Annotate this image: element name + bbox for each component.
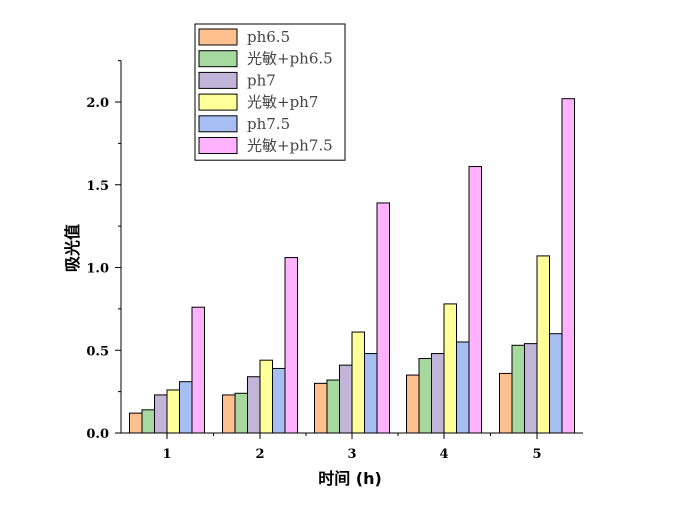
legend-swatch — [198, 28, 238, 46]
legend-swatch — [198, 50, 238, 68]
bar-4-cat-4 — [443, 303, 457, 434]
x-tick-label: 4 — [439, 447, 448, 462]
y-tick-label: 0.5 — [86, 344, 109, 359]
bar-6-cat-4 — [468, 166, 482, 434]
legend-label: ph7.5 — [247, 115, 290, 133]
bar-1-cat-1 — [129, 412, 143, 434]
legend-swatch — [198, 93, 238, 111]
bar-2-cat-2 — [234, 392, 248, 434]
x-tick-label: 1 — [162, 447, 171, 462]
bar-4-cat-1 — [166, 389, 180, 434]
legend-swatch — [198, 71, 238, 89]
x-tick-label: 5 — [532, 447, 541, 462]
x-axis-title: 时间 (h) — [318, 469, 382, 488]
bar-2-cat-1 — [141, 409, 155, 434]
legend-label: 光敏+ph6.5 — [247, 50, 333, 68]
bar-2-cat-3 — [326, 379, 340, 434]
y-tick-label: 0.0 — [86, 427, 109, 442]
bar-3-cat-2 — [247, 376, 261, 434]
bar-4-cat-5 — [536, 255, 550, 434]
bar-1-cat-5 — [499, 372, 513, 434]
legend-label: 光敏+ph7.5 — [247, 137, 333, 155]
legend-label: 光敏+ph7 — [247, 93, 318, 111]
bar-6-cat-1 — [191, 306, 205, 434]
x-tick-label: 3 — [347, 447, 356, 462]
bar-2-cat-4 — [418, 358, 432, 434]
bar-1-cat-3 — [314, 382, 328, 434]
bar-5-cat-2 — [272, 367, 286, 434]
y-tick-label: 1.0 — [86, 262, 109, 277]
legend-swatch — [198, 115, 238, 133]
y-tick-label: 1.5 — [86, 179, 109, 194]
bar-3-cat-4 — [431, 353, 445, 434]
bar-6-cat-2 — [284, 257, 298, 434]
bar-1-cat-2 — [222, 394, 236, 434]
legend-swatch — [198, 137, 238, 154]
bar-6-cat-3 — [376, 202, 390, 434]
bar-5-cat-1 — [179, 381, 193, 434]
y-axis-title: 吸光值 — [63, 224, 82, 272]
bar-5-cat-4 — [456, 341, 470, 434]
bar-5-cat-5 — [549, 333, 563, 434]
legend-label: ph7 — [247, 71, 276, 89]
bar-4-cat-3 — [351, 331, 365, 434]
bar-6-cat-5 — [561, 98, 575, 434]
bar-1-cat-4 — [406, 374, 420, 434]
bar-2-cat-5 — [511, 344, 525, 434]
legend-label: ph6.5 — [247, 28, 290, 46]
bar-4-cat-2 — [259, 359, 273, 434]
bar-3-cat-3 — [339, 364, 353, 434]
legend: ph6.5 光敏+ph6.5 ph7 光敏+ph7 ph7.5 光敏+ph7.5 — [194, 23, 346, 161]
bar-3-cat-5 — [524, 343, 538, 434]
axes-layer: 0.0 0.5 1.0 1.5 2.0 1 2 3 4 5 — [86, 60, 583, 462]
y-tick-label: 2.0 — [86, 96, 109, 111]
x-tick-label: 2 — [255, 447, 264, 462]
bar-5-cat-3 — [364, 353, 378, 434]
bar-3-cat-1 — [154, 394, 168, 434]
bars-layer — [129, 98, 575, 434]
